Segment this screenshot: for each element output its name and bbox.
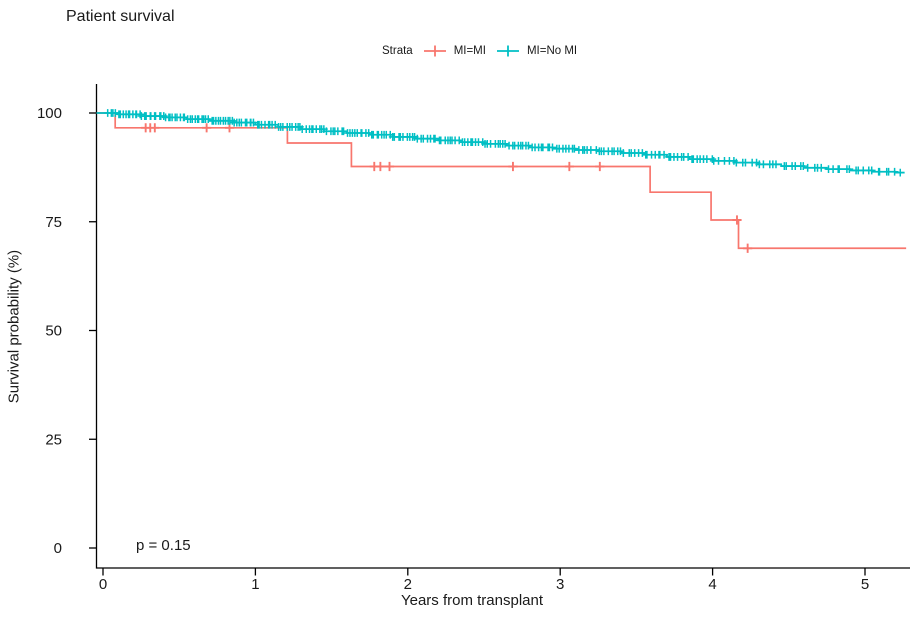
y-tick-label: 50 — [45, 323, 62, 340]
plot-title: Patient survival — [66, 8, 175, 25]
legend-item-mi: MI=MI — [423, 44, 486, 58]
censor-plus-icon — [496, 45, 519, 57]
legend-item-no-mi: MI=No MI — [496, 44, 577, 58]
y-axis-title: Survival probability (%) — [5, 249, 23, 404]
legend-title: Strata — [382, 45, 413, 57]
x-tick-label: 2 — [404, 576, 412, 593]
censor-marks-no-mi — [103, 109, 905, 177]
legend: Strata MI=MI MI=No MI — [382, 43, 577, 59]
y-tick-label: 100 — [37, 105, 62, 122]
legend-item-label: MI=MI — [453, 45, 486, 57]
x-tick-label: 4 — [708, 576, 716, 593]
legend-item-label: MI=No MI — [526, 45, 578, 57]
x-axis-title: Years from transplant — [400, 592, 544, 609]
y-tick-label: 0 — [54, 540, 62, 557]
p-value-annotation: p = 0.15 — [136, 537, 191, 554]
censor-marks-mi — [141, 123, 753, 253]
y-tick-label: 25 — [45, 431, 62, 448]
axis-lines — [95, 84, 910, 569]
km-curve-mi — [96, 112, 907, 250]
x-tick-label: 3 — [556, 576, 564, 593]
y-tick-label: 75 — [45, 214, 62, 231]
x-tick-label: 5 — [861, 576, 869, 593]
x-tick-label: 1 — [251, 576, 259, 593]
censor-plus-icon — [423, 45, 446, 57]
x-tick-label: 0 — [99, 576, 107, 593]
